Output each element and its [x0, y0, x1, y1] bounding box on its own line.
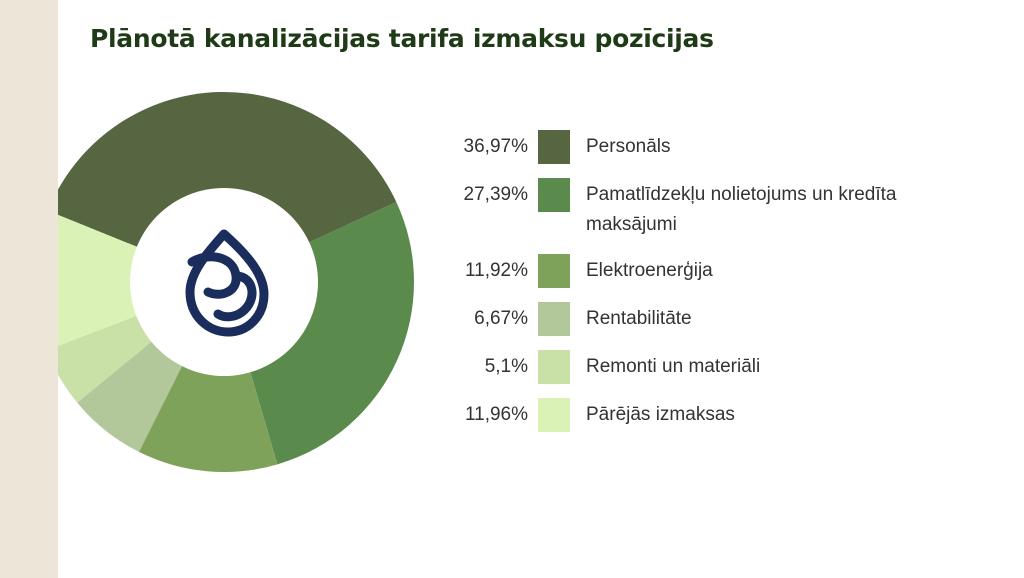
legend-swatch — [538, 350, 570, 384]
left-decorative-strip — [0, 0, 58, 578]
legend-label: Personāls — [586, 136, 671, 157]
legend-label: Rentabilitāte — [586, 308, 692, 329]
donut-slice-1 — [58, 92, 397, 282]
legend-percent: 5,1% — [484, 356, 528, 377]
legend-label: Remonti un materiāli — [586, 356, 761, 377]
chart-legend: 36,97% Personāls 27,39% Pamatlīdzekļu nolie… — [440, 130, 1000, 446]
legend-percent: 6,67% — [474, 308, 528, 329]
legend-percent: 11,96% — [464, 404, 528, 425]
donut-slice-3 — [138, 282, 278, 473]
legend-item: 5,1% Remonti un materiāli — [440, 350, 1000, 384]
donut-svg — [58, 92, 414, 473]
legend-item: 36,97% Personāls — [440, 130, 1000, 164]
donut-hole — [130, 188, 318, 376]
legend-swatch — [538, 398, 570, 432]
legend-label: Pārējās izmaksas — [586, 404, 735, 425]
legend-percent: 27,39% — [463, 184, 528, 205]
legend-percent: 36,97% — [463, 136, 528, 157]
legend-swatch — [538, 254, 570, 288]
legend-item: 6,67% Rentabilitāte — [440, 302, 1000, 336]
legend-label: Pamatlīdzekļu nolietojums un kredīta mak… — [586, 184, 897, 235]
legend-swatch — [538, 130, 570, 164]
legend-percent: 11,92% — [464, 260, 528, 281]
legend-item: 11,96% Pārējās izmaksas — [440, 398, 1000, 432]
water-drop-logo-icon — [185, 229, 269, 337]
legend-item: 27,39% Pamatlīdzekļu nolietojums un kredī… — [440, 178, 1000, 240]
legend-swatch — [538, 302, 570, 336]
legend-item: 11,92% Elektroenerģija — [440, 254, 1000, 288]
chart-title: Plānotā kanalizācijas tarifa izmaksu poz… — [90, 24, 714, 53]
legend-label: Elektroenerģija — [586, 260, 713, 281]
donut-chart — [58, 0, 438, 578]
legend-swatch — [538, 178, 570, 212]
